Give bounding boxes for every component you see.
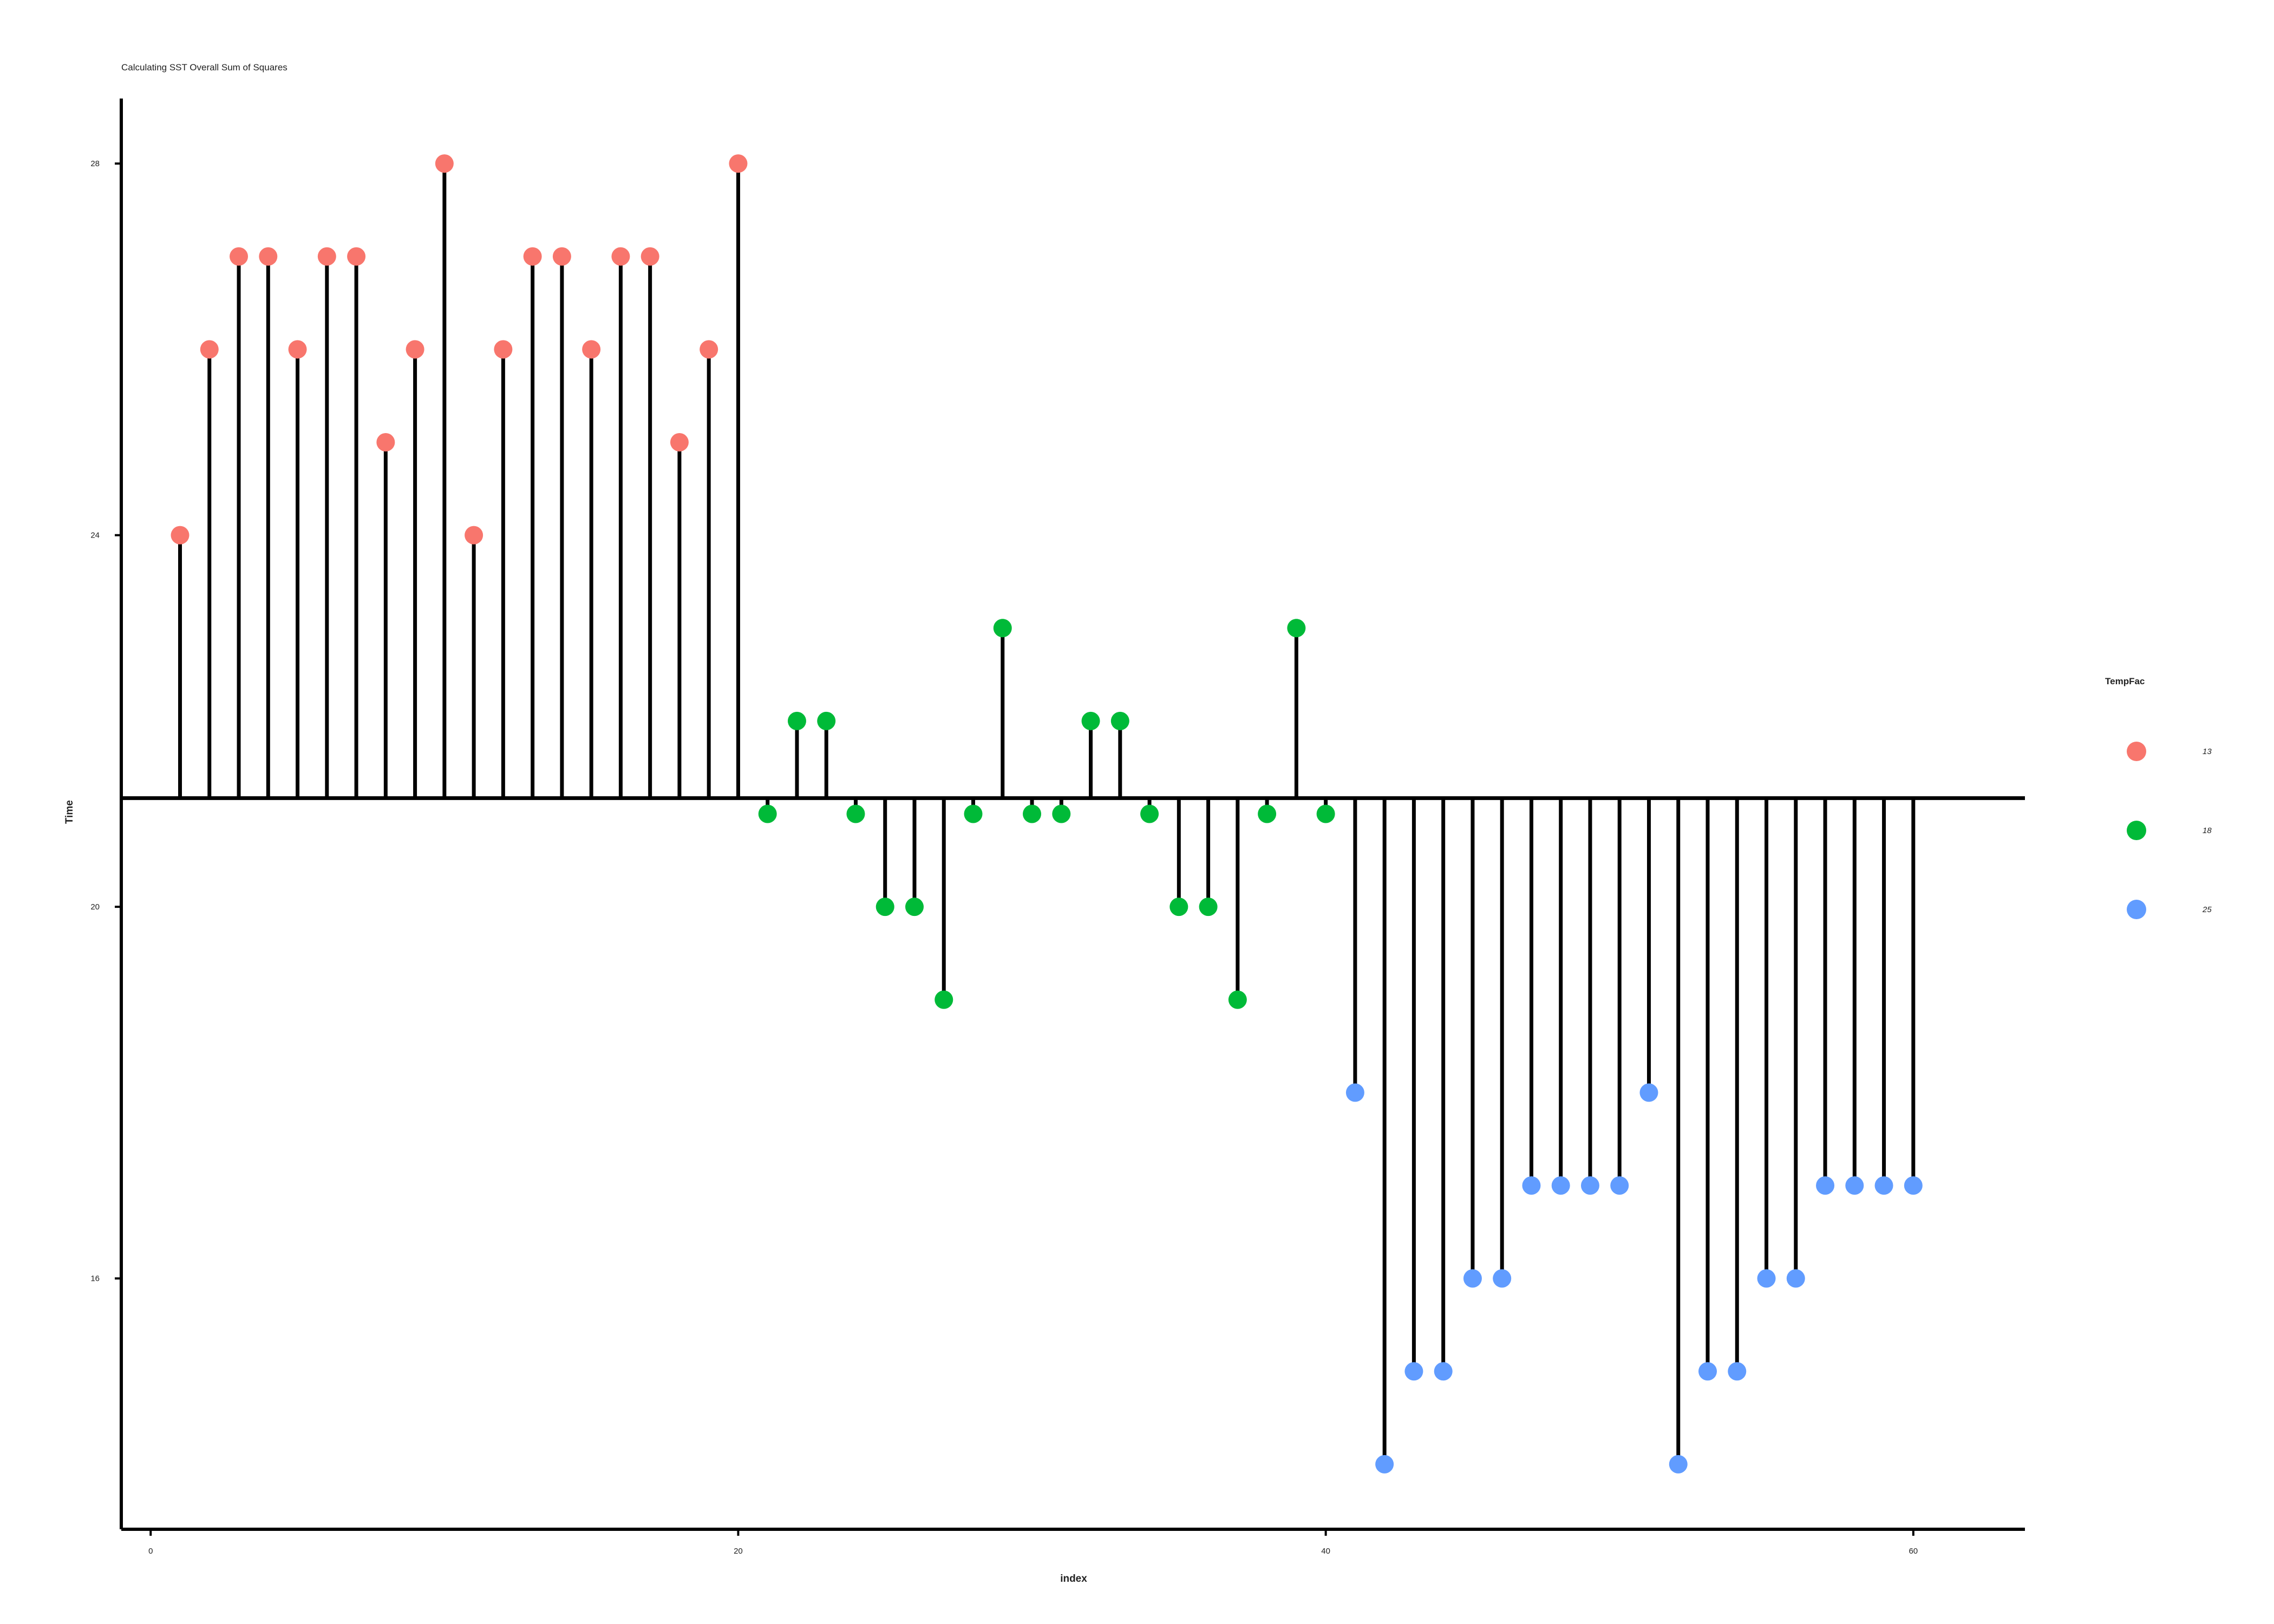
- data-point: [406, 340, 424, 359]
- data-point: [993, 619, 1012, 638]
- y-tick-label: 16: [90, 1274, 100, 1284]
- data-point: [1434, 1362, 1453, 1381]
- data-point: [347, 247, 366, 266]
- data-point: [758, 804, 777, 823]
- data-point: [288, 340, 307, 359]
- x-tick-label: 0: [148, 1547, 153, 1556]
- data-point: [611, 247, 630, 266]
- data-point: [1874, 1176, 1893, 1195]
- data-point: [1904, 1176, 1923, 1195]
- data-point: [1081, 711, 1100, 730]
- data-point: [1375, 1455, 1394, 1474]
- data-point: [230, 247, 249, 266]
- data-point: [1698, 1362, 1717, 1381]
- y-tick-label: 28: [90, 159, 100, 168]
- data-point: [1669, 1455, 1688, 1474]
- legend: TempFac 13 18 25: [2105, 676, 2212, 919]
- data-point: [200, 340, 219, 359]
- legend-key: [2127, 900, 2146, 919]
- data-point: [1316, 804, 1335, 823]
- data-point: [552, 247, 571, 266]
- data-point: [964, 804, 983, 823]
- legend-key: [2127, 742, 2146, 761]
- data-point: [1639, 1083, 1658, 1102]
- data-point: [1728, 1362, 1747, 1381]
- data-point: [1845, 1176, 1864, 1195]
- legend-label: 18: [2203, 826, 2212, 835]
- y-tick-label: 24: [90, 531, 100, 540]
- y-axis-title: Time: [64, 800, 75, 824]
- x-tick-label: 60: [1909, 1547, 1918, 1556]
- data-point: [1463, 1269, 1482, 1288]
- x-axis-title: index: [1060, 1573, 1087, 1584]
- legend-label: 13: [2203, 747, 2212, 756]
- data-point: [1199, 898, 1218, 916]
- data-point: [523, 247, 542, 266]
- data-point: [1757, 1269, 1776, 1288]
- data-point: [935, 990, 953, 1009]
- data-point: [582, 340, 601, 359]
- data-point: [700, 340, 718, 359]
- data-point: [1816, 1176, 1835, 1195]
- data-point: [1610, 1176, 1629, 1195]
- data-point: [846, 804, 865, 823]
- data-point: [1023, 804, 1042, 823]
- data-point: [1580, 1176, 1599, 1195]
- data-point: [641, 247, 659, 266]
- data-point: [1052, 804, 1071, 823]
- data-point: [376, 433, 395, 452]
- data-point: [1287, 619, 1306, 638]
- data-point: [1258, 804, 1277, 823]
- y-tick-label: 20: [90, 902, 100, 912]
- data-point: [465, 526, 483, 545]
- data-point: [670, 433, 689, 452]
- legend-label: 25: [2202, 905, 2212, 914]
- data-point: [905, 898, 924, 916]
- data-point: [817, 711, 836, 730]
- data-point: [1345, 1083, 1364, 1102]
- data-point: [1140, 804, 1159, 823]
- data-point: [1404, 1362, 1423, 1381]
- data-point: [875, 898, 894, 916]
- data-point: [317, 247, 336, 266]
- x-tick-label: 20: [734, 1547, 743, 1556]
- data-point: [494, 340, 513, 359]
- chart-title: Calculating SST Overall Sum of Squares: [121, 62, 287, 73]
- data-point: [1110, 711, 1129, 730]
- data-point: [1786, 1269, 1805, 1288]
- data-point: [1522, 1176, 1541, 1195]
- x-tick-label: 40: [1321, 1547, 1330, 1556]
- data-point: [787, 711, 806, 730]
- data-point: [1169, 898, 1188, 916]
- data-point: [171, 526, 190, 545]
- data-point: [1493, 1269, 1512, 1288]
- data-point: [259, 247, 278, 266]
- data-point: [1228, 990, 1247, 1009]
- data-point: [435, 154, 454, 173]
- data-point: [1551, 1176, 1570, 1195]
- legend-title: TempFac: [2105, 676, 2145, 686]
- legend-key: [2127, 821, 2146, 840]
- data-point: [729, 154, 748, 173]
